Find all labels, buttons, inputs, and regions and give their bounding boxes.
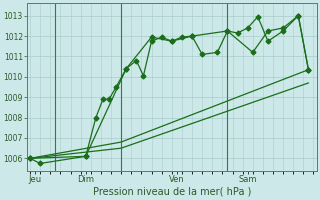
X-axis label: Pression niveau de la mer( hPa ): Pression niveau de la mer( hPa )	[92, 187, 251, 197]
